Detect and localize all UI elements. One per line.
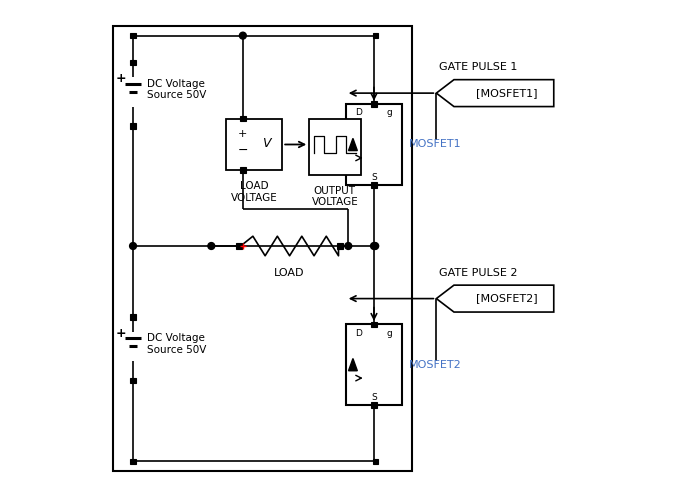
FancyBboxPatch shape <box>114 26 412 471</box>
Text: [MOSFET2]: [MOSFET2] <box>476 294 538 304</box>
FancyBboxPatch shape <box>226 119 282 170</box>
Bar <box>131 314 135 320</box>
Bar <box>337 244 343 248</box>
Text: S: S <box>371 393 377 402</box>
Polygon shape <box>349 138 357 151</box>
Bar <box>372 459 378 464</box>
Text: DC Voltage
Source 50V: DC Voltage Source 50V <box>147 333 206 355</box>
Polygon shape <box>437 80 554 107</box>
FancyBboxPatch shape <box>346 104 402 185</box>
Bar <box>240 167 246 173</box>
Bar <box>371 182 376 187</box>
Circle shape <box>372 243 378 249</box>
Text: +: + <box>116 72 126 85</box>
Text: [MOSFET1]: [MOSFET1] <box>476 88 538 98</box>
Bar <box>131 60 135 65</box>
Circle shape <box>208 243 215 249</box>
Text: +: + <box>116 327 126 339</box>
Polygon shape <box>437 285 554 312</box>
Text: g: g <box>387 108 393 118</box>
Bar <box>240 116 246 122</box>
Text: V: V <box>262 137 271 150</box>
Text: D: D <box>355 108 362 118</box>
Text: S: S <box>371 173 377 182</box>
Bar <box>371 402 376 408</box>
Bar <box>131 123 135 129</box>
Text: +: + <box>238 129 248 139</box>
Text: D: D <box>355 329 362 338</box>
Bar <box>236 244 242 248</box>
Text: −: − <box>238 144 248 157</box>
Circle shape <box>370 243 377 249</box>
Circle shape <box>240 32 246 39</box>
Bar <box>131 459 135 464</box>
Text: DC Voltage
Source 50V: DC Voltage Source 50V <box>147 79 206 100</box>
Circle shape <box>129 243 137 249</box>
Text: LOAD
VOLTAGE: LOAD VOLTAGE <box>231 181 278 203</box>
Text: MOSFET1: MOSFET1 <box>408 140 461 150</box>
Text: MOSFET2: MOSFET2 <box>408 360 461 369</box>
Text: OUTPUT
VOLTAGE: OUTPUT VOLTAGE <box>311 186 358 208</box>
Text: GATE PULSE 2: GATE PULSE 2 <box>439 268 517 278</box>
Text: LOAD: LOAD <box>274 268 305 278</box>
Polygon shape <box>349 359 357 371</box>
Circle shape <box>345 243 352 249</box>
Bar <box>372 33 378 38</box>
Bar <box>131 378 135 383</box>
Text: g: g <box>387 329 393 338</box>
Bar <box>131 33 135 38</box>
Bar <box>371 322 376 327</box>
Bar <box>371 101 376 107</box>
FancyBboxPatch shape <box>346 324 402 405</box>
Text: GATE PULSE 1: GATE PULSE 1 <box>439 62 517 72</box>
FancyBboxPatch shape <box>309 119 361 175</box>
